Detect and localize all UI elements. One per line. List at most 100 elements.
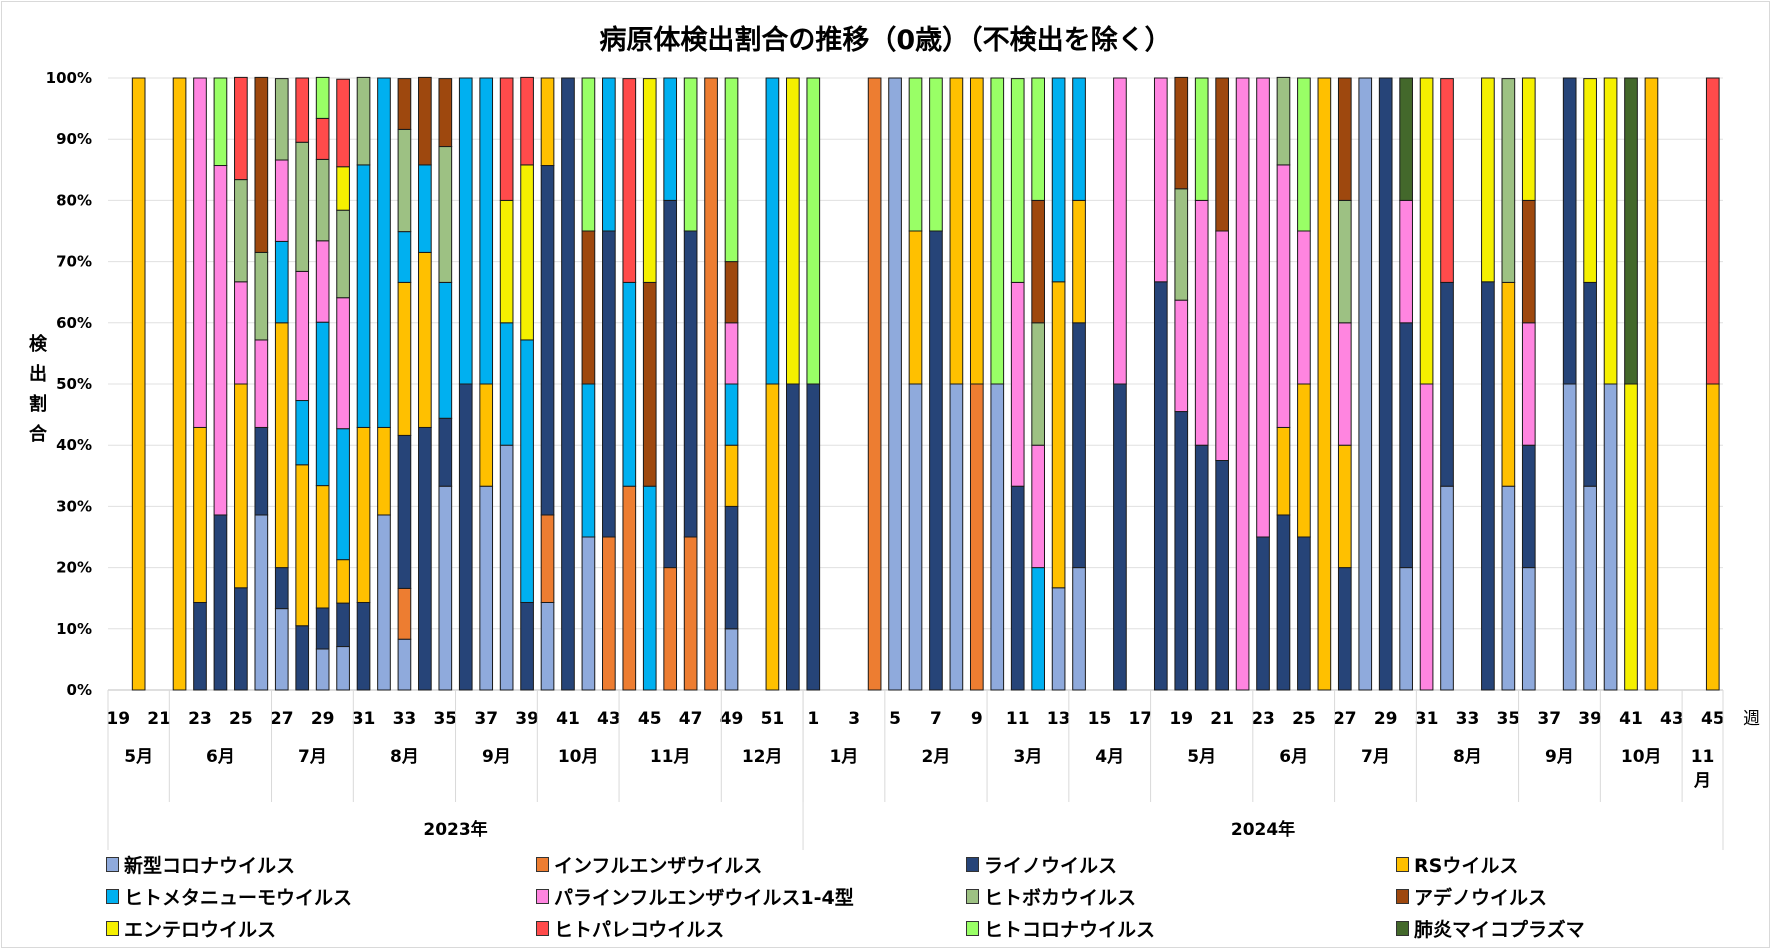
bar-segment-8 <box>1031 199 1045 324</box>
x-tick-label: 25 <box>229 709 253 729</box>
bar-segment-11 <box>1297 77 1311 232</box>
legend-label: ヒトコロナウイルス <box>984 918 1156 941</box>
bar-segment-1 <box>315 648 330 691</box>
bar-segment-4 <box>479 383 494 487</box>
bar-segment-3 <box>1562 77 1577 385</box>
bar-segment-3 <box>561 77 575 691</box>
bar-segment-3 <box>274 567 289 610</box>
bar-segment-4 <box>1297 383 1311 538</box>
bar-segment-2 <box>683 536 698 691</box>
bar-segment-3 <box>1153 281 1168 691</box>
bar-segment-5 <box>336 428 350 561</box>
bar-segment-7 <box>315 158 330 242</box>
bar-segment-8 <box>397 78 412 130</box>
bar-segment-5 <box>1051 77 1066 283</box>
y-tick-label: 60% <box>56 314 92 332</box>
y-tick-label: 0% <box>67 681 92 699</box>
bar-segment-9 <box>499 199 514 324</box>
legend-swatch <box>106 920 119 936</box>
bar-segment-4 <box>724 444 739 507</box>
bar-segment-10 <box>1440 78 1454 283</box>
y-tick-label: 30% <box>56 497 92 515</box>
bar-segment-3 <box>356 601 371 691</box>
legend-item: ヒトパレコウイルス <box>536 916 966 941</box>
bar-segment-4 <box>295 464 310 627</box>
legend-label: インフルエンザウイルス <box>554 854 763 877</box>
bar-segment-4 <box>1644 77 1659 691</box>
bar-segment-7 <box>1174 188 1189 301</box>
x-tick-label: 39 <box>515 709 539 729</box>
x-tick-label: 19 <box>106 709 130 729</box>
bar-segment-4 <box>234 383 248 589</box>
x-tick-label: 3 <box>848 709 860 729</box>
month-label: 2月 <box>922 747 951 767</box>
bar-segment-3 <box>1256 536 1270 691</box>
bar-segment-5 <box>724 383 739 446</box>
bar-segment-3 <box>663 199 678 569</box>
legend-label: ライノウイルス <box>984 854 1118 877</box>
bar-segment-9 <box>1481 77 1495 283</box>
bar-segment-5 <box>377 77 391 428</box>
bar-segment-5 <box>602 77 616 232</box>
x-tick-label: 33 <box>393 709 417 729</box>
bar-segment-6 <box>254 339 269 428</box>
x-tick-label: 29 <box>1374 709 1398 729</box>
bar-segment-3 <box>438 417 453 487</box>
bar-segment-5 <box>663 77 678 201</box>
bar-segment-6 <box>1419 383 1434 691</box>
legend-swatch <box>1396 888 1409 904</box>
year-label: 2023年 <box>423 819 487 840</box>
bar-segment-10 <box>1705 77 1720 385</box>
bar-segment-6 <box>1215 230 1229 461</box>
bar-segment-3 <box>1113 383 1127 691</box>
x-tick-label: 23 <box>1251 709 1275 729</box>
x-tick-label: 39 <box>1578 709 1602 729</box>
bar-segment-9 <box>1419 77 1434 385</box>
legend-item: 新型コロナウイルス <box>106 852 536 877</box>
bar-segment-2 <box>704 77 718 691</box>
bar-segment-1 <box>254 514 269 691</box>
bar-segment-4 <box>1501 281 1516 487</box>
x-tick-label: 19 <box>1169 709 1193 729</box>
bar-segment-3 <box>540 165 555 516</box>
bar-segment-1 <box>540 601 555 691</box>
bar-segment-9 <box>1521 77 1536 201</box>
bar-segment-6 <box>234 281 248 385</box>
bar-segment-11 <box>315 76 330 119</box>
bar-segment-9 <box>786 77 800 385</box>
bar-segment-4 <box>315 485 330 609</box>
month-label: 10月 <box>1621 747 1662 767</box>
bar-segment-5 <box>315 321 330 487</box>
bar-segment-8 <box>438 78 453 148</box>
bar-segment-4 <box>908 230 923 385</box>
x-tick-label: 41 <box>556 709 580 729</box>
bar-segment-1 <box>274 608 289 691</box>
bar-segment-8 <box>1521 199 1536 324</box>
legend-label: 肺炎マイコプラズマ <box>1414 918 1585 941</box>
bar-segment-4 <box>1317 77 1332 691</box>
bar-segment-3 <box>1297 536 1311 691</box>
bar-segment-3 <box>1481 281 1495 691</box>
bar-segment-1 <box>1358 77 1373 691</box>
x-tick-label: 37 <box>474 709 498 729</box>
bar-segment-4 <box>1337 444 1352 569</box>
bar-segment-3 <box>1440 281 1454 487</box>
bar-segment-1 <box>724 628 739 691</box>
legend-swatch <box>536 856 549 872</box>
bar-segment-4 <box>1072 199 1086 324</box>
bar-segment-9 <box>336 166 350 211</box>
legend-swatch <box>106 856 119 872</box>
legend-label: ヒトパレコウイルス <box>554 918 725 941</box>
x-tick-label: 29 <box>311 709 335 729</box>
bar-segment-1 <box>1440 485 1454 691</box>
bar-segment-4 <box>131 77 146 691</box>
y-axis-label-char: 検 <box>29 334 47 355</box>
bar-segment-5 <box>622 281 637 487</box>
bar-segment-3 <box>929 230 943 691</box>
bar-segment-11 <box>990 77 1005 385</box>
y-tick-label: 80% <box>56 191 92 209</box>
month-label: 6月 <box>206 747 235 767</box>
bar-segment-7 <box>274 78 289 161</box>
legend-label: アデノウイルス <box>1414 886 1548 909</box>
bar-segment-6 <box>1174 299 1189 413</box>
